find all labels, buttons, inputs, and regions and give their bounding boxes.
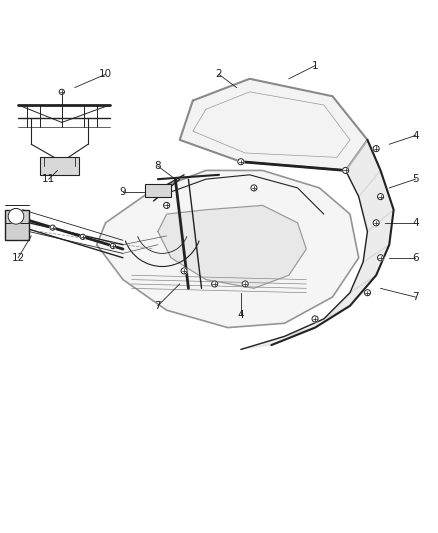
Text: 2: 2: [215, 69, 223, 79]
Polygon shape: [97, 171, 359, 328]
Circle shape: [238, 159, 244, 165]
Text: 4: 4: [412, 131, 419, 141]
Text: 11: 11: [42, 174, 55, 184]
Circle shape: [378, 193, 384, 200]
FancyBboxPatch shape: [40, 157, 79, 175]
Polygon shape: [180, 79, 367, 171]
Polygon shape: [350, 245, 389, 293]
Text: 6: 6: [412, 253, 419, 263]
Text: 10: 10: [99, 69, 112, 79]
Text: 8: 8: [155, 161, 161, 171]
Polygon shape: [346, 140, 381, 197]
Circle shape: [8, 208, 24, 224]
FancyBboxPatch shape: [5, 210, 29, 240]
Circle shape: [212, 281, 218, 287]
Circle shape: [110, 244, 116, 248]
Circle shape: [50, 225, 55, 230]
Text: 5: 5: [412, 174, 419, 184]
Circle shape: [343, 167, 349, 174]
Circle shape: [373, 220, 379, 226]
Circle shape: [312, 316, 318, 322]
Circle shape: [163, 203, 170, 208]
Circle shape: [251, 185, 257, 191]
Circle shape: [373, 146, 379, 152]
Polygon shape: [363, 210, 394, 262]
Text: 7: 7: [155, 301, 161, 311]
Text: 4: 4: [412, 218, 419, 228]
Polygon shape: [324, 275, 376, 319]
Polygon shape: [359, 171, 394, 231]
Text: 7: 7: [412, 292, 419, 302]
Circle shape: [378, 255, 384, 261]
FancyBboxPatch shape: [145, 183, 171, 197]
Text: 1: 1: [312, 61, 318, 71]
Circle shape: [242, 281, 248, 287]
Text: 4: 4: [237, 310, 244, 319]
Circle shape: [59, 89, 64, 94]
Circle shape: [364, 289, 371, 296]
Polygon shape: [285, 306, 350, 336]
Text: 12: 12: [11, 253, 25, 263]
Circle shape: [80, 234, 85, 239]
Polygon shape: [158, 205, 306, 288]
Circle shape: [181, 268, 187, 274]
Polygon shape: [241, 328, 315, 350]
Text: 9: 9: [120, 187, 126, 197]
